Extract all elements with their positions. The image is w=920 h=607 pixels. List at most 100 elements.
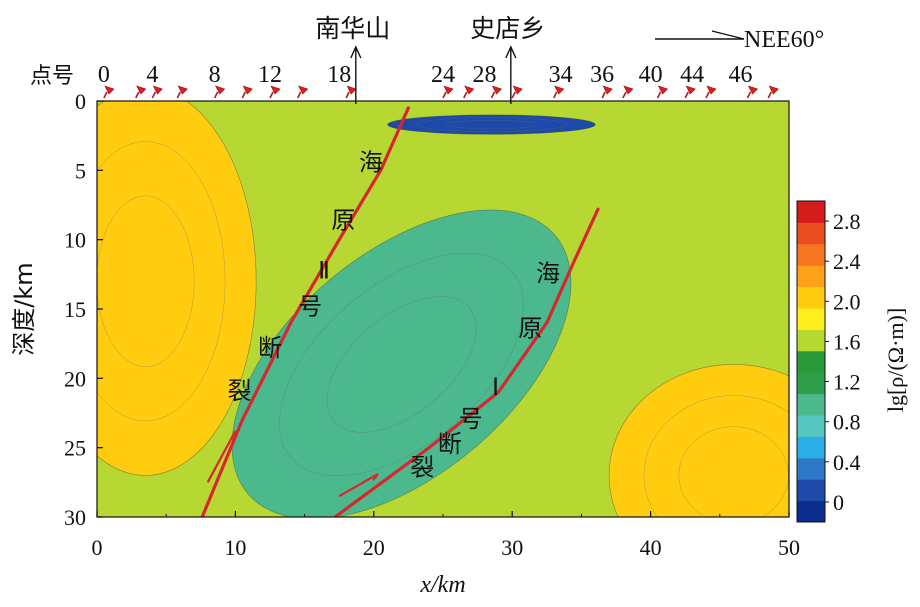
station-pin-stem bbox=[103, 91, 108, 99]
fault-label-char: Ⅰ bbox=[492, 373, 499, 401]
station-number: 8 bbox=[209, 62, 221, 88]
colorbar-swatch bbox=[797, 350, 825, 373]
station-number: 18 bbox=[327, 62, 351, 88]
contour-field bbox=[97, 101, 789, 517]
colorbar-tick-label: 1.2 bbox=[833, 370, 861, 395]
x-tick-label: 0 bbox=[92, 535, 103, 560]
x-axis: 0 10 20 30 40 50 bbox=[92, 511, 800, 560]
slip-arrow-0 bbox=[206, 430, 237, 483]
colorbar-frame bbox=[796, 200, 826, 523]
station-pin-stem bbox=[511, 91, 516, 99]
station-pin-stem bbox=[135, 91, 140, 99]
fault-label-char: 断 bbox=[438, 430, 462, 458]
station-number: 40 bbox=[639, 62, 663, 88]
colorbar-tick-label: 0.8 bbox=[833, 410, 861, 435]
station-pin bbox=[464, 85, 475, 95]
slip-arrowhead-1 bbox=[372, 473, 379, 482]
station-pin-stem bbox=[296, 91, 302, 99]
station-pin-stem bbox=[269, 91, 274, 99]
colorbar-tick-label: 2.8 bbox=[833, 209, 861, 234]
colorbar-swatch bbox=[797, 243, 825, 266]
fault-label-char: 原 bbox=[518, 315, 542, 343]
station-pin-stem bbox=[684, 91, 689, 99]
y-axis: 0 5 10 15 20 25 30 bbox=[64, 89, 103, 530]
station-pin bbox=[177, 85, 188, 95]
place-names: 南华山 史店乡 bbox=[315, 14, 545, 104]
station-pin-stem bbox=[241, 91, 247, 99]
y-tick-label: 5 bbox=[75, 158, 86, 183]
fault-lines bbox=[200, 106, 600, 517]
colorbar-tick-label: 2.4 bbox=[833, 249, 861, 274]
station-pin bbox=[768, 85, 779, 95]
x-axis-label: x/km bbox=[419, 572, 465, 598]
fault-label-char: 裂 bbox=[228, 377, 252, 405]
colorbar: 0 0.4 0.8 1.2 1.6 2.0 2.4 2.8 bbox=[796, 200, 861, 523]
station-pin-stem bbox=[213, 91, 219, 99]
station-pin bbox=[491, 85, 502, 95]
station-pin-stem bbox=[553, 91, 558, 99]
station-pin bbox=[136, 85, 147, 95]
field-isoline-5-1 bbox=[279, 252, 524, 476]
colorbar-swatch bbox=[797, 222, 825, 245]
direction-indicator: NEE60° bbox=[655, 27, 824, 53]
fault-trace-1 bbox=[333, 207, 600, 517]
colorbar-swatch bbox=[797, 500, 825, 523]
station-pin-stem bbox=[705, 91, 710, 99]
place-arrowhead bbox=[350, 45, 362, 59]
x-tick-label: 30 bbox=[501, 535, 523, 560]
station-number: 46 bbox=[729, 62, 753, 88]
colorbar-tick-label: 0 bbox=[833, 490, 844, 515]
colorbar-swatch bbox=[797, 393, 825, 416]
y-tick-label: 25 bbox=[64, 436, 86, 461]
station-number: 0 bbox=[98, 62, 110, 88]
colorbar-tick-label: 2.0 bbox=[833, 289, 861, 314]
direction-arrowhead bbox=[711, 30, 745, 40]
fault-label-char: 海 bbox=[536, 259, 560, 287]
station-label: 点号 bbox=[30, 64, 74, 89]
station-pin bbox=[747, 85, 759, 95]
station-pin bbox=[215, 85, 226, 95]
y-axis-label: 深度/km bbox=[10, 262, 38, 355]
place-name: 史店乡 bbox=[470, 14, 545, 43]
colorbar-swatch bbox=[797, 329, 825, 352]
station-pin-stem bbox=[601, 91, 606, 99]
station-pin-stem bbox=[151, 91, 157, 99]
station-pin-stem bbox=[176, 91, 181, 99]
colorbar-swatch bbox=[797, 265, 825, 288]
fault-label-char: 裂 bbox=[410, 453, 434, 481]
colorbar-swatch bbox=[797, 286, 825, 309]
station-pin-stem bbox=[746, 91, 752, 99]
x-tick-label: 20 bbox=[363, 535, 385, 560]
station-pin bbox=[298, 85, 309, 95]
station-markers: 0 4 8 12 18 24 28 34 36 40 44 46 bbox=[98, 62, 779, 99]
colorbar-label: lg[ρ/(Ω·m)] bbox=[883, 308, 908, 412]
station-number: 44 bbox=[680, 62, 704, 88]
station-number: 34 bbox=[549, 62, 573, 88]
station-pin bbox=[152, 85, 163, 95]
station-pin-stem bbox=[767, 91, 772, 99]
station-pin bbox=[685, 85, 696, 95]
place-arrowhead bbox=[505, 45, 517, 59]
colorbar-tick-label: 0.4 bbox=[833, 450, 861, 475]
station-pin-stem bbox=[442, 91, 447, 99]
station-number: 4 bbox=[146, 62, 158, 88]
field-contour-8 bbox=[608, 364, 789, 517]
colorbar-swatch bbox=[797, 415, 825, 437]
colorbar-swatch bbox=[797, 372, 825, 395]
slip-arrow-1 bbox=[338, 473, 379, 498]
field-isoline-6-1 bbox=[416, 117, 567, 132]
station-pin bbox=[443, 85, 454, 95]
fault-label-char: 断 bbox=[258, 334, 282, 362]
x-tick-label: 40 bbox=[640, 535, 662, 560]
colorbar-swatch bbox=[797, 457, 825, 480]
station-pin bbox=[657, 85, 669, 95]
colorbar-tick-label: 1.6 bbox=[833, 329, 861, 354]
place-name: 南华山 bbox=[315, 14, 390, 43]
station-pin bbox=[346, 85, 357, 95]
colorbar-swatch bbox=[797, 479, 825, 502]
y-tick-label: 10 bbox=[64, 228, 86, 253]
y-tick-label: 30 bbox=[64, 505, 86, 530]
fault-label-char: Ⅱ bbox=[318, 256, 330, 284]
station-pin bbox=[104, 85, 115, 95]
